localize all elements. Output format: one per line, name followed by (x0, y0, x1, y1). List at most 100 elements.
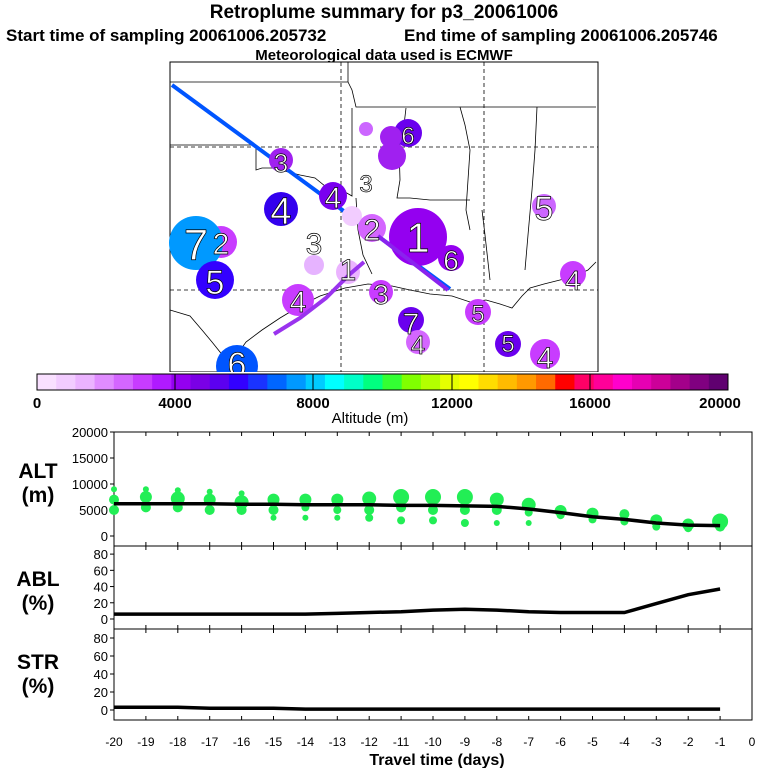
x-tick-label: -10 (424, 735, 442, 749)
cluster-label: 3 (306, 228, 323, 261)
altitude-colorbar: 0 4000 8000 12000 16000 20000 Altitude (… (33, 373, 741, 427)
colorbar-swatch (632, 374, 652, 390)
colorbar-swatch (670, 374, 691, 390)
altitude-point (364, 505, 375, 515)
y-tick-label: 20 (94, 685, 108, 700)
y-tick-label: 80 (94, 631, 108, 646)
plume-circle (269, 148, 293, 172)
y-tick-label: 40 (94, 667, 108, 682)
figure-title: Retroplume summary for p3_20061006 (209, 2, 559, 23)
x-tick-label: 0 (749, 735, 756, 749)
plume-circle (304, 255, 324, 275)
plume-circle (560, 261, 586, 287)
coastline (231, 261, 597, 371)
plume-circle (282, 284, 314, 316)
colorbar-swatch (305, 374, 326, 390)
cluster-label: 2 (213, 228, 230, 261)
y-tick-label: 0 (101, 703, 108, 718)
altitude-point (139, 491, 152, 503)
colorbar-swatch (75, 374, 96, 390)
x-tick-label: -14 (297, 735, 315, 749)
colorbar-ticks: 0 4000 8000 12000 16000 20000 (33, 395, 741, 412)
altitude-point (493, 520, 500, 526)
colorbar-tick: 16000 (569, 395, 611, 412)
altitude-point (428, 505, 438, 515)
plume-circle (389, 208, 447, 266)
y-tick-label: 0 (101, 529, 108, 544)
retroplume-map: 1 7 4 6 5 4 4 3 4 5 4 3 7 4 6 2 3 1 3 6 … (169, 61, 599, 372)
x-tick-label: -17 (201, 735, 219, 749)
y-axis-unit: (%) (22, 592, 55, 615)
time-series-panels: 05000100001500020000ALT(m)020406080ABL(%… (16, 428, 756, 768)
plume-circle (406, 330, 430, 354)
plume-circle (264, 192, 298, 226)
y-tick-label: 80 (94, 547, 108, 562)
colorbar-swatch (152, 374, 172, 390)
colorbar-swatch (344, 374, 364, 390)
x-tick-label: -15 (265, 735, 283, 749)
colorbar-swatch (708, 374, 729, 390)
y-axis-label: ALT (18, 460, 57, 483)
x-tick-label: -2 (683, 735, 694, 749)
colorbar-swatch (593, 374, 614, 390)
altitude-point (362, 491, 377, 506)
colorbar-swatch (286, 374, 307, 390)
colorbar-swatch (536, 374, 556, 390)
cluster-label: 4 (270, 191, 291, 233)
plume-circle (216, 345, 258, 372)
x-tick-label: -20 (105, 735, 123, 749)
plume-circle (369, 280, 393, 304)
altitude-point (331, 493, 344, 506)
cluster-label: 1 (340, 254, 357, 287)
x-tick-label: -5 (587, 735, 598, 749)
cluster-label: 7 (403, 308, 420, 341)
colorbar-swatch (574, 374, 595, 390)
plume-circle (398, 307, 424, 333)
altitude-point (299, 493, 312, 506)
series-line (114, 705, 721, 711)
x-tick-label: -4 (619, 735, 630, 749)
panel-alt: 0 5000 10000 15000 20000 ALT(m) (18, 428, 753, 547)
colorbar-swatch (555, 374, 575, 390)
end-time-label: End time of sampling 20061006.205746 (404, 26, 718, 45)
altitude-point (268, 505, 279, 515)
cluster-label: 5 (501, 331, 514, 358)
altitude-point (204, 505, 215, 515)
x-tick-label: -19 (137, 735, 155, 749)
cluster-label: 6 (443, 245, 459, 276)
colorbar-swatch (363, 374, 383, 390)
violet-trajectory-tail (376, 234, 450, 292)
cluster-label: 6 (401, 123, 414, 150)
x-tick-label: -11 (393, 735, 410, 749)
altitude-point (425, 489, 441, 505)
plume-circle (380, 126, 402, 148)
altitude-point (365, 513, 374, 522)
colorbar-tick: 4000 (158, 395, 191, 412)
colorbar-swatch (497, 374, 518, 390)
y-tick-label: 20000 (72, 428, 108, 440)
cluster-label: 7 (184, 221, 208, 270)
colorbar-swatch (248, 374, 268, 390)
altitude-point (142, 486, 149, 493)
panel-frame (113, 628, 753, 721)
colorbar-swatch (459, 374, 479, 390)
colorbar-swatch (651, 374, 671, 390)
y-axis-unit: (m) (22, 484, 55, 507)
plume-circle (532, 194, 556, 218)
sampling-times: Start time of sampling 20061006.205732 E… (6, 26, 766, 46)
colorbar-tick: 0 (33, 395, 41, 412)
y-tick-label: 5000 (79, 503, 108, 518)
colorbar-frame (36, 373, 729, 391)
altitude-point (174, 487, 181, 494)
panel-frame (113, 545, 753, 630)
plume-circle (378, 142, 406, 170)
colorbar-swatch (171, 374, 192, 390)
colorbar-swatch (190, 374, 211, 390)
cluster-label: 3 (274, 148, 288, 178)
altitude-point (429, 516, 437, 525)
plume-circle (169, 216, 223, 270)
y-tick-label: 20 (94, 596, 108, 611)
y-tick-label: 60 (94, 649, 108, 664)
